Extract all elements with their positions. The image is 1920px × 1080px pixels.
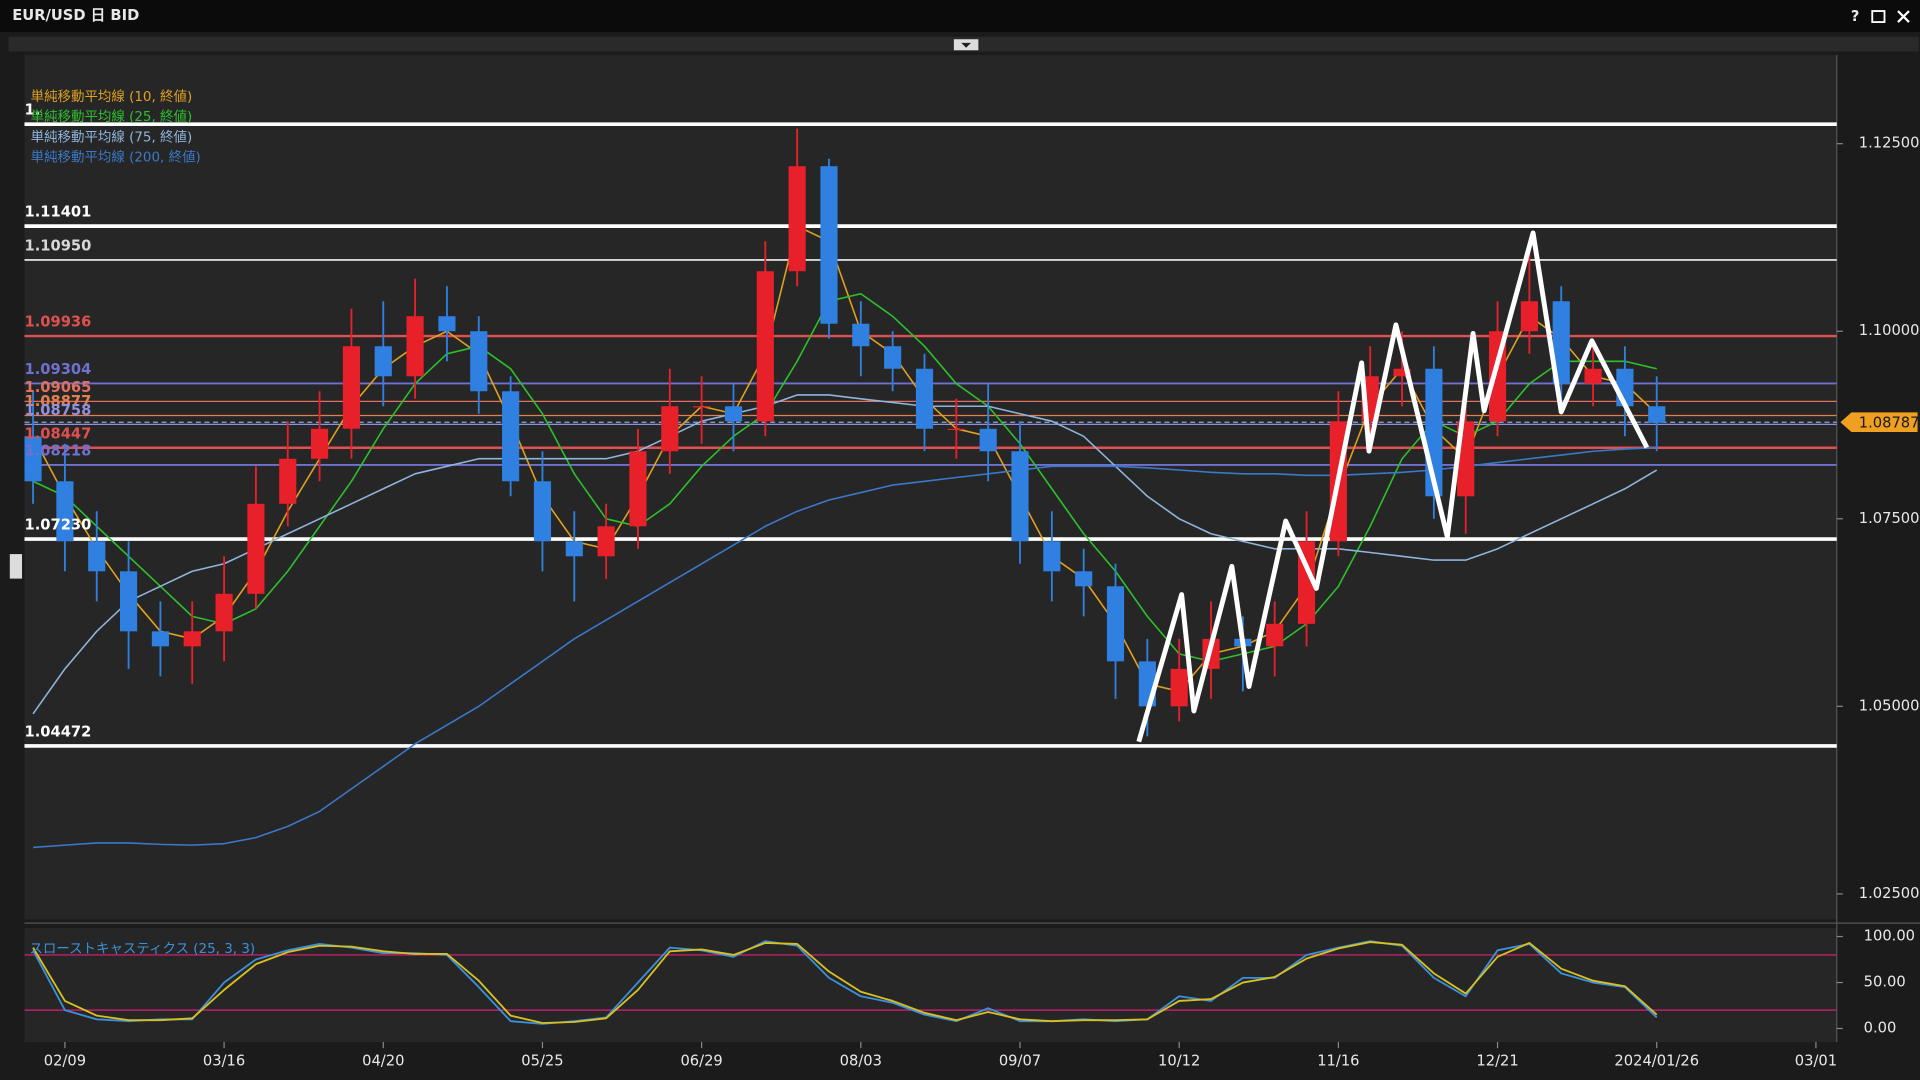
- help-button[interactable]: ?: [1851, 8, 1860, 25]
- y-tick-label: 1.05000: [1859, 697, 1920, 714]
- x-tick-label: 04/20: [362, 1053, 404, 1070]
- ma-line: [33, 446, 1657, 849]
- candle-body: [1520, 301, 1538, 332]
- level-label: 1.09065: [24, 379, 91, 396]
- x-tick-label: 2024/01/26: [1614, 1053, 1699, 1070]
- x-tick-label: 12/21: [1476, 1053, 1518, 1070]
- candle-body: [820, 166, 838, 324]
- y-tick-label: 100.00: [1864, 928, 1915, 945]
- candle-body: [406, 316, 424, 377]
- candle-body: [597, 526, 615, 557]
- y-tick-label: 1.10000: [1859, 322, 1920, 339]
- level-label: 1.04472: [24, 723, 91, 740]
- candle-body: [342, 346, 360, 429]
- close-button[interactable]: [1897, 10, 1910, 23]
- candle-body: [56, 481, 74, 542]
- side-handle[interactable]: [9, 554, 23, 579]
- candle-body: [852, 323, 870, 347]
- candle-body: [1170, 668, 1188, 707]
- candle-body: [884, 346, 902, 369]
- x-tick-label: 09/07: [999, 1053, 1041, 1070]
- maximize-button[interactable]: [1871, 10, 1886, 23]
- x-tick-label: 10/12: [1158, 1053, 1200, 1070]
- x-tick-label: 02/09: [44, 1053, 86, 1070]
- title-bar: [0, 0, 1920, 32]
- x-tick-label: 08/03: [840, 1053, 882, 1070]
- x-tick-label: 11/16: [1317, 1053, 1359, 1070]
- level-label: 1.08447: [24, 425, 91, 442]
- y-tick-label: 50.00: [1864, 974, 1906, 991]
- level-label: 1.09936: [24, 314, 91, 331]
- candle-body: [1393, 368, 1411, 377]
- candle-body: [565, 541, 583, 557]
- level-label: 1.08758: [24, 402, 91, 419]
- candle-body: [215, 593, 233, 632]
- candle-body: [915, 368, 934, 429]
- candle-body: [947, 428, 965, 430]
- candle-body: [438, 316, 456, 332]
- candle-body: [279, 458, 297, 504]
- candle-body: [1266, 623, 1284, 647]
- candle-body: [151, 631, 169, 647]
- stoch-plot-area: [24, 927, 1837, 1042]
- collapse-arrow: [961, 42, 972, 48]
- candle-body: [661, 406, 679, 452]
- stoch-line: [32, 941, 1658, 1024]
- last-price-tag: [1840, 412, 1918, 433]
- candle-body: [24, 436, 42, 482]
- candle-body: [693, 406, 711, 408]
- candle-body: [533, 481, 552, 542]
- y-tick-label: 1.02500: [1859, 885, 1920, 902]
- ma-line: [32, 225, 1658, 693]
- candle-body: [1648, 406, 1666, 423]
- x-tick-label: 03/01: [1795, 1053, 1837, 1070]
- stoch-title: スローストキャスティクス (25, 3, 3): [29, 941, 255, 957]
- candle-body: [183, 631, 201, 647]
- candle-body: [756, 271, 774, 422]
- candle-body: [1584, 368, 1602, 384]
- level-label: 1.07230: [24, 517, 91, 534]
- y-tick-label: 1.12500: [1859, 135, 1920, 152]
- candle-body: [724, 406, 743, 422]
- y-tick-label: 1.07500: [1859, 510, 1920, 527]
- level-label: 1.09304: [24, 361, 91, 378]
- level-label: 1.11401: [24, 204, 91, 221]
- legend-entry: 単純移動平均線 (75, 終値): [31, 129, 193, 145]
- candle-body: [470, 331, 488, 392]
- level-label: 1.10950: [24, 237, 91, 254]
- price-plot-area: [24, 55, 1837, 920]
- level-label: 1.08218: [24, 442, 91, 459]
- candle-body: [979, 428, 997, 452]
- candle-body: [88, 541, 106, 572]
- x-tick-label: 05/25: [521, 1053, 563, 1070]
- x-tick-label: 06/29: [680, 1053, 722, 1070]
- ma-line: [32, 394, 1658, 715]
- candle-body: [629, 451, 647, 527]
- ma-line: [32, 292, 1657, 663]
- candle-body: [247, 503, 265, 594]
- window-title: EUR/USD 日 BID: [12, 7, 139, 24]
- candle-body: [311, 428, 329, 459]
- last-price-label: 1.08787: [1859, 414, 1920, 431]
- level-label: 1.08877: [24, 393, 91, 410]
- candle-body: [502, 391, 520, 482]
- candle-body: [1043, 541, 1061, 572]
- candle-body: [788, 166, 806, 272]
- candle-body: [1106, 586, 1125, 662]
- y-tick-label: 0.00: [1864, 1019, 1897, 1036]
- candle-body: [1552, 301, 1570, 384]
- candle-body: [120, 571, 138, 632]
- zigzag-annotation: [1136, 230, 1650, 743]
- candle-body: [1011, 451, 1029, 542]
- legend-entry: 単純移動平均線 (200, 終値): [31, 150, 201, 166]
- legend-entry: 単純移動平均線 (10, 終値): [31, 89, 193, 105]
- candle-body: [374, 346, 392, 377]
- level-label: 1.: [24, 102, 40, 119]
- candle-body: [1075, 571, 1093, 587]
- x-tick-label: 03/16: [203, 1053, 245, 1070]
- legend-entry: 単純移動平均線 (25, 終値): [31, 109, 193, 125]
